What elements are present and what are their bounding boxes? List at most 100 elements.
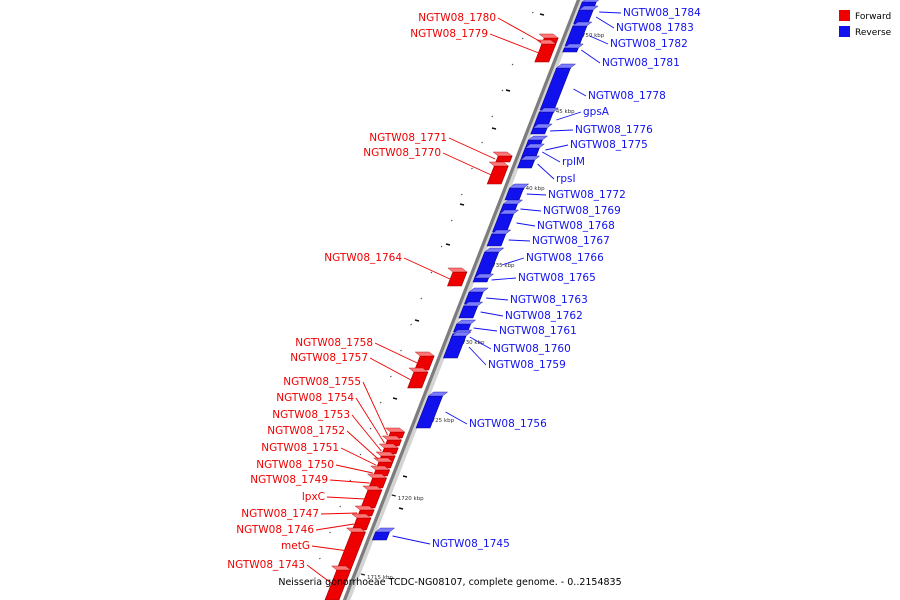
tick-label: 1730 kbp (459, 340, 485, 346)
gene-label[interactable]: NGTW08_1761 (499, 325, 577, 337)
gene-box-bevel (502, 199, 524, 205)
gene-label[interactable]: NGTW08_1784 (623, 7, 701, 19)
gene-label[interactable]: NGTW08_1778 (588, 90, 666, 102)
gene-label[interactable]: NGTW08_1749 (250, 474, 328, 486)
label-connector (599, 11, 622, 14)
gene-box[interactable] (371, 531, 390, 541)
gene-label[interactable]: gpsA (583, 106, 610, 118)
gene-label[interactable]: NGTW08_1769 (543, 205, 621, 217)
gene-feature-lpxC[interactable] (360, 485, 383, 509)
minor-tick (390, 375, 392, 378)
gene-box-bevel (578, 5, 599, 11)
label-connector (311, 545, 349, 552)
gene-label[interactable]: NGTW08_1783 (616, 22, 694, 34)
gene-labels: NGTW08_1784 NGTW08_1783 NGTW08_1782 NGTW08_… (227, 7, 701, 586)
gene-label[interactable]: NGTW08_1764 (324, 252, 402, 264)
gene-feature-NGTW08_1762[interactable] (458, 301, 484, 319)
gene-label[interactable]: NGTW08_1776 (575, 124, 653, 136)
gene-feature-NGTW08_1759[interactable] (442, 331, 472, 359)
gene-feature-rplM[interactable] (521, 143, 545, 157)
minor-tick (400, 349, 402, 352)
gene-label[interactable]: NGTW08_1765 (518, 272, 596, 284)
gene-label[interactable]: rpsI (556, 173, 576, 185)
gene-label[interactable]: NGTW08_1747 (241, 508, 319, 520)
gene-label[interactable]: NGTW08_1758 (295, 337, 373, 349)
gene-label[interactable]: rplM (562, 156, 585, 168)
gene-box-bevel (384, 427, 406, 433)
gene-label[interactable]: NGTW08_1775 (570, 139, 648, 151)
gene-box[interactable] (495, 155, 513, 163)
gene-label[interactable]: NGTW08_1762 (505, 310, 583, 322)
gene-label[interactable]: NGTW08_1754 (276, 392, 354, 404)
gene-feature-rpsI[interactable] (517, 155, 541, 169)
minor-tick (505, 89, 511, 92)
gene-label[interactable]: NGTW08_1752 (267, 425, 345, 437)
gene-label[interactable]: NGTW08_1750 (256, 459, 334, 471)
gene-label[interactable]: NGTW08_1756 (469, 418, 547, 430)
gene-feature-NGTW08_1766[interactable] (474, 247, 505, 279)
gene-feature-NGTW08_1779[interactable] (534, 39, 557, 63)
gene-label[interactable]: NGTW08_1779 (410, 28, 488, 40)
gene-feature-NGTW08_1771[interactable] (492, 151, 513, 163)
label-connector (374, 342, 418, 364)
gene-label[interactable]: NGTW08_1780 (418, 12, 496, 24)
gene-label[interactable]: NGTW08_1768 (537, 220, 615, 232)
gene-label[interactable]: NGTW08_1760 (493, 343, 571, 355)
gene-label[interactable]: NGTW08_1751 (261, 442, 339, 454)
gene-label[interactable]: NGTW08_1770 (363, 147, 441, 159)
gene-feature-NGTW08_1763[interactable] (464, 287, 489, 305)
gene-box[interactable] (472, 277, 490, 283)
gene-feature-NGTW08_1758[interactable] (414, 351, 435, 371)
minor-tick (392, 397, 398, 400)
gene-feature-NGTW08_1767[interactable] (486, 229, 512, 247)
label-connector (491, 277, 517, 281)
gene-feature-NGTW08_1753[interactable] (378, 443, 399, 455)
gene-label[interactable]: NGTW08_1746 (236, 524, 314, 536)
gene-label[interactable]: NGTW08_1743 (227, 559, 305, 571)
gene-feature-NGTW08_1770[interactable] (486, 161, 509, 185)
gene-box[interactable] (521, 147, 540, 157)
gene-label[interactable]: metG (281, 540, 310, 552)
legend-forward-swatch (839, 10, 850, 21)
gene-feature-NGTW08_1746[interactable] (351, 513, 372, 531)
gene-label[interactable]: NGTW08_1745 (432, 538, 510, 550)
gene-label[interactable]: NGTW08_1753 (272, 409, 350, 421)
gene-feature-NGTW08_1764[interactable] (447, 267, 468, 287)
minor-tick (471, 167, 473, 170)
gene-label[interactable]: NGTW08_1755 (283, 376, 361, 388)
minor-tick (531, 11, 534, 14)
label-connector (581, 49, 601, 64)
gene-label[interactable]: NGTW08_1757 (290, 352, 368, 364)
gene-label[interactable]: lpxC (302, 491, 325, 503)
gene-box[interactable] (517, 159, 536, 169)
gene-box[interactable] (562, 47, 579, 53)
gene-feature-NGTW08_1783[interactable] (573, 5, 599, 25)
minor-tick (521, 37, 524, 40)
gene-label[interactable]: NGTW08_1763 (510, 294, 588, 306)
gene-box-bevel (408, 367, 429, 373)
gene-label[interactable]: NGTW08_1771 (369, 132, 447, 144)
gene-label[interactable]: NGTW08_1782 (610, 38, 688, 50)
gene-feature-NGTW08_1765[interactable] (472, 273, 495, 283)
gene-feature-NGTW08_1756[interactable] (415, 391, 449, 429)
gene-label[interactable]: NGTW08_1766 (526, 252, 604, 264)
gene-feature-NGTW08_1781[interactable] (562, 43, 584, 53)
gene-box-bevel (498, 209, 520, 215)
gene-label[interactable]: NGTW08_1772 (548, 189, 626, 201)
label-connector (335, 464, 373, 474)
genome-backbone (342, 0, 585, 600)
gene-feature-NGTW08_1757[interactable] (407, 367, 429, 389)
gene-feature-NGTW08_1776[interactable] (530, 123, 553, 135)
gene-feature-NGTW08_1745[interactable] (371, 527, 396, 541)
gene-feature-NGTW08_1743[interactable] (324, 565, 352, 600)
gene-box[interactable] (447, 271, 468, 287)
gene-label[interactable]: NGTW08_1781 (602, 57, 680, 69)
gene-box-bevel (378, 443, 399, 449)
gene-box[interactable] (530, 127, 548, 135)
gene-feature-metG[interactable] (336, 527, 367, 571)
legend-reverse-swatch (839, 26, 850, 37)
label-connector (473, 327, 498, 332)
gene-label[interactable]: NGTW08_1759 (488, 359, 566, 371)
gene-box-bevel (563, 43, 584, 49)
gene-label[interactable]: NGTW08_1767 (532, 235, 610, 247)
